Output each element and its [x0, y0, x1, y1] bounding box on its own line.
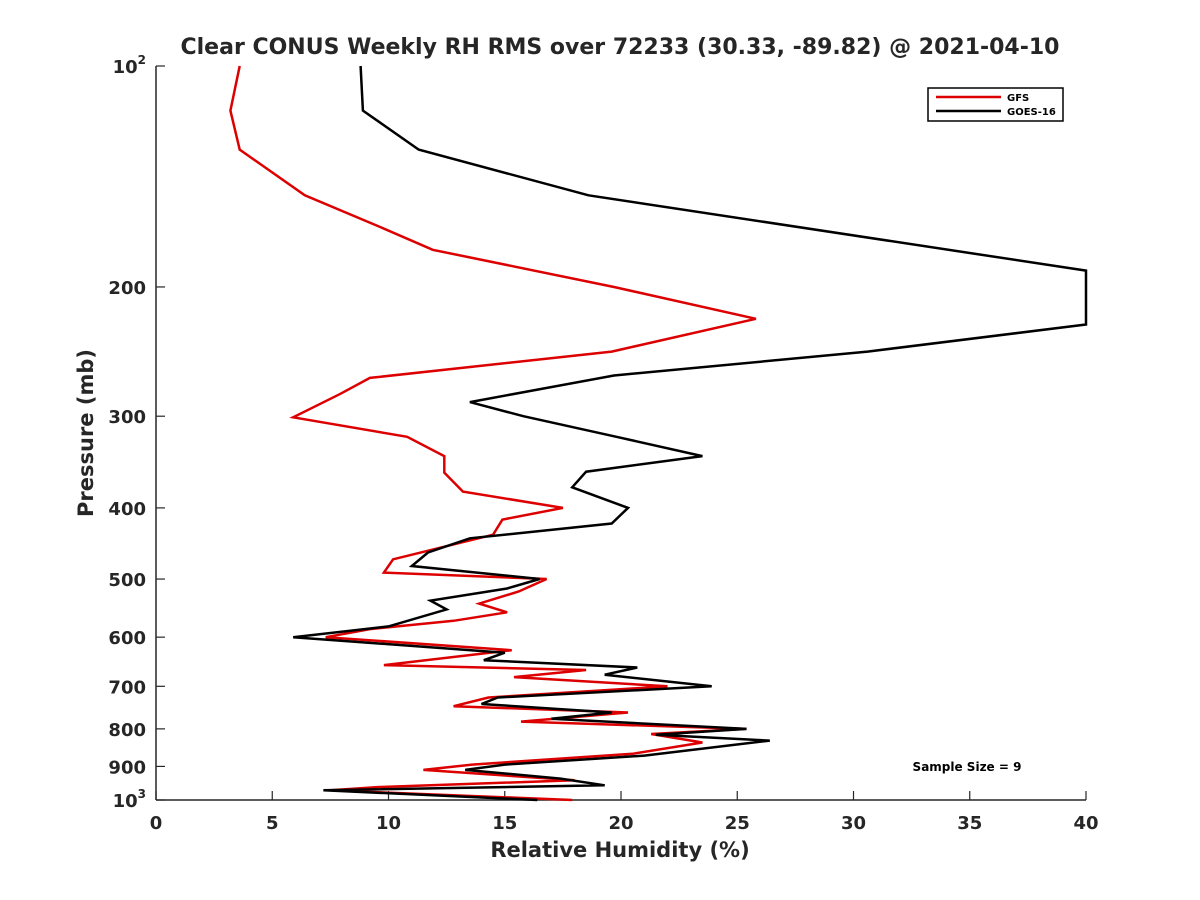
y-tick-exponent-100: 2 [138, 53, 146, 67]
y-tick-label-400: 400 [108, 499, 146, 520]
series-line-gfs [229, 65, 757, 802]
x-tick-label-0: 0 [150, 813, 163, 834]
y-tick-label-900: 900 [108, 757, 146, 778]
y-tick-label-700: 700 [108, 677, 146, 698]
x-tick-label-25: 25 [725, 813, 750, 834]
legend-label-gfs: GFS [1007, 93, 1029, 104]
y-tick-label-200: 200 [108, 278, 146, 299]
y-axis-label: Pressure (mb) [74, 349, 98, 517]
sample-size-annotation: Sample Size = 9 [913, 760, 1022, 774]
y-tick-label-800: 800 [108, 720, 146, 741]
x-tick-label-40: 40 [1073, 813, 1098, 834]
legend-label-goes-16: GOES-16 [1007, 107, 1056, 118]
y-tick-label-600: 600 [108, 628, 146, 649]
x-tick-label-10: 10 [376, 813, 401, 834]
y-tick-label-300: 300 [108, 407, 146, 428]
x-tick-label-20: 20 [608, 813, 633, 834]
series-line-goes-16 [293, 65, 1088, 802]
chart-title: Clear CONUS Weekly RH RMS over 72233 (30… [181, 35, 1060, 60]
y-tick-exponent-1000: 3 [138, 787, 146, 801]
x-axis-label: Relative Humidity (%) [490, 838, 749, 862]
legend-box [927, 87, 1064, 122]
x-tick-label-5: 5 [266, 813, 279, 834]
legend: GFS GOES-16 [927, 87, 1064, 122]
x-tick-label-30: 30 [841, 813, 866, 834]
y-tick-label-500: 500 [108, 570, 146, 591]
plot-area: 0 5 10 15 20 25 30 35 40102200300400500600700800… [108, 53, 1098, 834]
x-tick-label-35: 35 [957, 813, 982, 834]
x-tick-label-15: 15 [492, 813, 517, 834]
